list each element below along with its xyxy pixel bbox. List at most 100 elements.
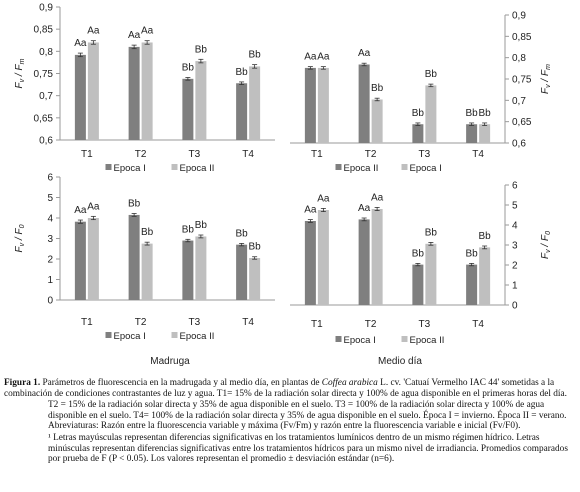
panel-2-y-tick-label: 2 <box>47 255 53 266</box>
panel-0-y-tick-label: 0,8 <box>39 47 53 58</box>
panel-0-significance-label: Bb <box>195 44 208 55</box>
panel-0-legend-label: Epoca I <box>114 163 146 174</box>
panel-1-legend-swatch <box>335 164 342 170</box>
panel-2-significance-label: Bb <box>249 242 262 253</box>
panel-0-legend-swatch <box>171 164 178 170</box>
panel-1-category-label: T2 <box>365 149 377 160</box>
panel-2-category-label: T2 <box>135 317 147 328</box>
panel-3-y-tick-label: 4 <box>512 221 518 232</box>
panel-2-bar <box>74 221 86 300</box>
panel-0-bar <box>195 61 207 140</box>
panel-0-bar <box>182 78 194 140</box>
panel-0-y-tick-label: 0,9 <box>39 3 53 14</box>
panel-0-bar <box>236 83 248 140</box>
panel-1-significance-label: Aa <box>358 48 371 59</box>
panel-0-legend-swatch <box>105 164 112 170</box>
panel-3-significance-label: Bb <box>479 231 492 242</box>
caption-paragraph-2: T2 = 15% de la radiación solar directa y… <box>48 400 567 432</box>
panel-0-bar <box>141 42 153 140</box>
section-label-left: Madruga <box>150 356 190 367</box>
panel-3-legend-label: Epoca I <box>344 335 376 346</box>
panel-0-bar <box>74 54 86 140</box>
panel-3-bar <box>304 221 316 305</box>
panel-1-legend-swatch <box>401 164 408 170</box>
panel-2-bar <box>141 243 153 300</box>
panel-0-y-axis-label: Fv / Fm <box>14 58 26 88</box>
caption-text-1a: Parámetros de fluorescencia en la madrug… <box>42 378 322 388</box>
panel-1-significance-label: Bb <box>371 83 384 94</box>
panel-1-y-tick-label: 0,6 <box>512 139 526 150</box>
panel-2-significance-label: Bb <box>236 228 249 239</box>
panel-0-significance-label: Aa <box>87 26 100 37</box>
panel-3-y-axis-label: Fv / F0 <box>540 231 552 259</box>
panel-3-y-tick-label: 1 <box>512 281 518 292</box>
panel-3-bar <box>412 264 424 305</box>
caption-paragraph-3: ¹ Letras mayúsculas representan diferenc… <box>48 432 568 465</box>
panel-1-y-tick-label: 0,65 <box>512 117 532 128</box>
panel-1-legend-label: Epoca II <box>344 163 379 174</box>
panel-3-category-label: T4 <box>472 319 484 330</box>
caption-species: Coffea arabica <box>321 378 378 388</box>
panel-3-significance-label: Aa <box>371 192 384 203</box>
panel-1-bar <box>466 124 478 143</box>
panel-0-significance-label: Aa <box>128 30 141 41</box>
panel-1-y-tick-label: 0,9 <box>512 11 526 22</box>
panel-1-y-tick-label: 0,85 <box>512 32 532 43</box>
panel-0-category-label: T3 <box>189 149 201 160</box>
panel-3-y-tick-label: 5 <box>512 201 518 212</box>
panel-3-y-tick-label: 0 <box>512 301 518 312</box>
panel-1-y-tick-label: 0,8 <box>512 53 526 64</box>
panel-0-significance-label: Aa <box>74 38 87 49</box>
panel-0-category-label: T1 <box>81 149 93 160</box>
panel-2-legend-label: Epoca I <box>114 331 146 342</box>
panel-3-legend-swatch <box>335 336 342 342</box>
panel-0-significance-label: Aa <box>141 26 154 37</box>
panel-1-bar <box>304 67 316 143</box>
panel-1-legend-label: Epoca I <box>410 163 442 174</box>
panel-2-y-tick-label: 0 <box>47 296 53 307</box>
panel-3-bar <box>479 247 491 305</box>
figure-caption: Figura 1. Parámetros de fluorescencia en… <box>4 378 576 466</box>
panel-1-category-label: T4 <box>472 149 484 160</box>
panel-0-bar <box>128 46 140 140</box>
panel-2-legend-label: Epoca II <box>180 331 215 342</box>
panel-2-bar <box>249 257 261 300</box>
panel-1-significance-label: Bb <box>425 69 438 80</box>
panel-1-significance-label: Aa <box>317 52 330 63</box>
panel-1-category-label: T3 <box>419 149 431 160</box>
panel-1-y-tick-label: 0,75 <box>512 75 532 86</box>
panel-0-category-label: T2 <box>135 149 147 160</box>
caption-paragraph-1: Figura 1. Parámetros de fluorescencia en… <box>4 378 576 399</box>
panel-3-significance-label: Bb <box>412 248 425 259</box>
panel-3-significance-label: Bb <box>466 248 479 259</box>
panel-0-y-tick-label: 0,85 <box>34 25 54 36</box>
panel-3-category-label: T3 <box>419 319 431 330</box>
panel-1-y-tick-label: 0,7 <box>512 96 526 107</box>
panel-3-legend-swatch <box>401 336 408 342</box>
panel-0-significance-label: Bb <box>236 67 249 78</box>
panel-3-category-label: T2 <box>365 319 377 330</box>
panel-1-bar <box>371 99 383 143</box>
panel-2-significance-label: Bb <box>195 220 208 231</box>
panel-3-bar <box>466 264 478 305</box>
panel-2-legend-swatch <box>105 332 112 338</box>
panel-0-significance-label: Bb <box>249 50 262 61</box>
panel-3-bar <box>317 210 329 305</box>
panel-2-significance-label: Aa <box>74 205 87 216</box>
panel-3-y-tick-label: 2 <box>512 261 518 272</box>
caption-figure-label: Figura 1. <box>4 378 41 388</box>
panel-3-legend-label: Epoca II <box>410 335 445 346</box>
panel-1-bar <box>412 124 424 143</box>
panel-3-y-tick-label: 3 <box>512 241 518 252</box>
panel-1-significance-label: Bb <box>412 108 425 119</box>
panel-2-y-tick-label: 1 <box>47 275 53 286</box>
panel-1-category-label: T1 <box>311 149 323 160</box>
panel-2-legend-swatch <box>171 332 178 338</box>
panel-0-bar <box>249 66 261 140</box>
panel-3-bar <box>425 243 437 305</box>
panel-1-bar <box>479 124 491 143</box>
panel-3-category-label: T1 <box>311 319 323 330</box>
panel-2-y-axis-label: Fv / F0 <box>14 224 26 252</box>
panel-1-bar <box>358 64 370 143</box>
panel-2-bar <box>236 244 248 300</box>
